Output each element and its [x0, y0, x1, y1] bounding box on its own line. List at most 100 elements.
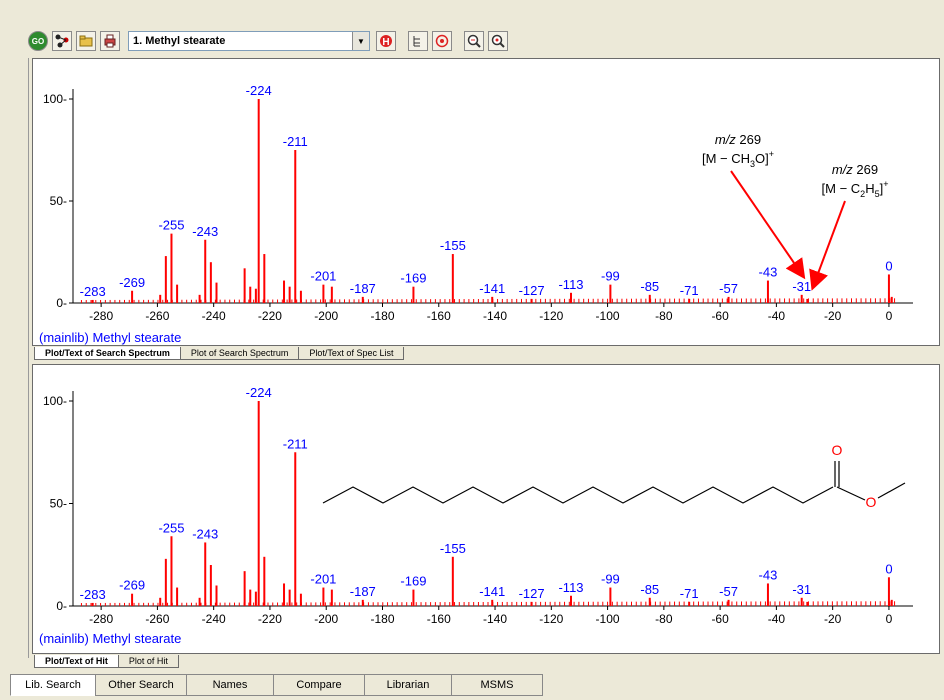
peak-label: -57 [719, 584, 738, 599]
x-tick-label: -120 [539, 309, 563, 323]
zoom-in-icon [467, 34, 481, 48]
go-icon: GO [31, 36, 45, 46]
x-tick-label: -20 [824, 612, 842, 626]
tab-librarian[interactable]: Librarian [364, 674, 452, 696]
x-tick-label: -80 [655, 309, 673, 323]
svg-text:H: H [382, 37, 389, 48]
x-tick-label: -280 [89, 309, 113, 323]
compound-select[interactable]: 1. Methyl stearate ▼ [128, 31, 370, 51]
target-button[interactable] [432, 31, 452, 51]
x-tick-label: -220 [258, 309, 282, 323]
peak-label: -155 [440, 541, 466, 556]
peak-label: -201 [310, 572, 336, 587]
annotation-ion-ch3o-label: [M − CH3O]+ [702, 149, 774, 169]
search-spectrum-chart: 0-50-100--280 -260 -240 -220 -200 -180 -160 -14… [39, 83, 913, 345]
x-tick-label: -20 [824, 309, 842, 323]
library-label: (mainlib) Methyl stearate [39, 330, 181, 345]
print-button[interactable] [100, 31, 120, 51]
peak-label: -211 [283, 436, 308, 451]
peak-label: -255 [158, 218, 184, 233]
tab-plot-text-hit[interactable]: Plot/Text of Hit [34, 655, 119, 668]
y-tick-label: 100- [43, 92, 67, 106]
x-tick-label: -160 [427, 612, 451, 626]
peak-label: -224 [246, 83, 272, 98]
peak-label: -71 [680, 283, 699, 298]
tree-button[interactable] [408, 31, 428, 51]
peak-label: -169 [400, 271, 426, 286]
methoxy-bond [877, 482, 906, 499]
x-tick-label: 0 [886, 309, 893, 323]
peak-label: -113 [558, 277, 583, 292]
library-label: (mainlib) Methyl stearate [39, 631, 181, 646]
peak-label: -141 [479, 281, 505, 296]
peak-label: -71 [680, 586, 699, 601]
structure-icon [55, 34, 69, 48]
peak-label: -269 [119, 275, 145, 290]
alkyl-chain [322, 486, 834, 504]
tab-plot-hit[interactable]: Plot of Hit [117, 655, 179, 668]
x-tick-label: -100 [596, 612, 620, 626]
search-panel-tabs: Plot/Text of Search Spectrum Plot of Sea… [34, 346, 405, 360]
x-tick-label: -60 [711, 309, 729, 323]
structure-button[interactable] [52, 31, 72, 51]
peak-label: -187 [350, 281, 376, 296]
peak-label: -127 [519, 283, 545, 298]
peak-label: -187 [350, 584, 376, 599]
ester-oxygen-label: O [866, 494, 877, 510]
print-icon [104, 34, 116, 48]
h-button[interactable]: H [376, 31, 396, 51]
peak-label: -155 [440, 238, 466, 253]
x-tick-label: -180 [370, 612, 394, 626]
y-tick-label: 50- [50, 194, 67, 208]
zoom-in-button[interactable] [464, 31, 484, 51]
tree-icon [413, 36, 420, 47]
hit-spectrum-panel: 0- 50- 100- -280 -260 -240 -220 -200 -180 -160 -14… [32, 364, 940, 654]
search-spectrum-panel: 0- 50- 100- -280 -260 -240 -220 -200 -180 -160 -14… [32, 58, 940, 346]
open-folder-button[interactable] [76, 31, 96, 51]
tab-lib-search[interactable]: Lib. Search [10, 674, 96, 696]
annotation-arrow-c2h5 [809, 200, 846, 291]
peak-label: -269 [119, 578, 145, 593]
zoom-reset-icon [491, 34, 505, 48]
peak-label: -283 [80, 587, 106, 602]
x-tick-label: -200 [314, 309, 338, 323]
peak-label: -99 [601, 572, 620, 587]
y-tick-label: 0- [56, 296, 67, 310]
peak-label: -224 [246, 385, 272, 400]
x-tick-label: -260 [145, 309, 169, 323]
peak-label: -283 [80, 284, 106, 299]
zoom-reset-button[interactable] [488, 31, 508, 51]
peak-label: -201 [310, 269, 336, 284]
x-tick-label: -80 [655, 612, 673, 626]
peak-label: 0 [885, 258, 892, 273]
peak-label: -99 [601, 269, 620, 284]
tab-names[interactable]: Names [186, 674, 274, 696]
y-tick-label: 50- [50, 497, 67, 511]
x-tick-label: -180 [370, 309, 394, 323]
open-folder-icon [79, 35, 93, 47]
x-tick-label: -140 [483, 612, 507, 626]
peak-label: -141 [479, 584, 505, 599]
peak-label: -169 [400, 574, 426, 589]
peak-label: -255 [158, 520, 184, 535]
x-tick-label: -240 [202, 612, 226, 626]
tab-compare[interactable]: Compare [273, 674, 365, 696]
tab-other-search[interactable]: Other Search [95, 674, 187, 696]
chevron-down-icon[interactable]: ▼ [352, 32, 369, 50]
go-button[interactable]: GO [28, 31, 48, 51]
peak-label: -43 [759, 567, 778, 582]
annotation-ion-c2h5-label: [M − C2H5]+ [822, 179, 889, 199]
tab-plot-text-search-spectrum[interactable]: Plot/Text of Search Spectrum [34, 347, 181, 360]
tab-plot-text-spec-list[interactable]: Plot/Text of Spec List [298, 347, 405, 360]
left-splitter[interactable] [20, 58, 29, 658]
tab-msms[interactable]: MSMS [451, 674, 543, 696]
tab-plot-search-spectrum[interactable]: Plot of Search Spectrum [179, 347, 300, 360]
methyl-stearate-structure: O O [322, 442, 906, 510]
y-tick-label: 100- [43, 394, 67, 408]
ester-bond [836, 486, 866, 501]
x-tick-label: -240 [202, 309, 226, 323]
y-tick-label: 0- [56, 599, 67, 613]
x-tick-label: -260 [145, 612, 169, 626]
h-icon: H [380, 35, 392, 48]
peak-label: 0 [885, 561, 892, 576]
